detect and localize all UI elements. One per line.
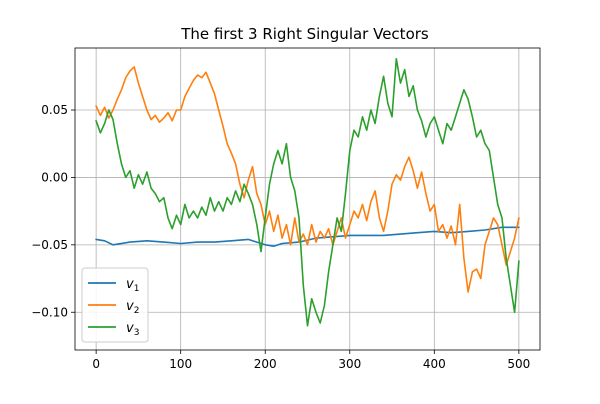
y-tick-label: 0.05 [41, 103, 68, 117]
x-tick-label: 200 [254, 357, 277, 371]
x-tick-label: 0 [92, 357, 100, 371]
series-line-v2 [95, 66, 520, 293]
x-axis: 0 100 200 300 400 500 [92, 350, 530, 371]
series-line-v1 [95, 226, 520, 247]
series-group [95, 57, 520, 327]
x-tick-label: 100 [169, 357, 192, 371]
series-line-v3 [95, 57, 520, 327]
y-tick-label: −0.10 [31, 305, 68, 319]
y-tick-label: −0.05 [31, 238, 68, 252]
x-tick-label: 500 [507, 357, 530, 371]
x-tick-label: 400 [423, 357, 446, 371]
y-tick-label: 0.00 [41, 170, 68, 184]
x-tick-label: 300 [338, 357, 361, 371]
chart-title: The first 3 Right Singular Vectors [180, 25, 429, 43]
plot-frame [74, 47, 541, 351]
y-axis: 0.05 0.00 −0.05 −0.10 [31, 103, 75, 319]
